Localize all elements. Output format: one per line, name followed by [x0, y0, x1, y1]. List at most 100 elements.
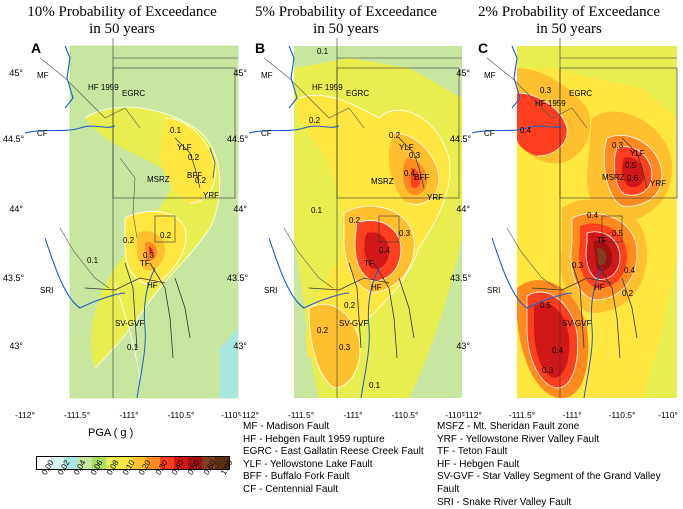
fault-label-ylf: YLF — [177, 143, 192, 152]
lon-label: -111° — [119, 410, 139, 420]
fault-label-hf1959: HF 1959 — [535, 99, 566, 108]
panel-b-title-line1: 5% Probability of Exceedance — [254, 4, 437, 20]
fault-label-ylf: YLF — [399, 143, 414, 152]
contour-label: 0.3 — [143, 251, 155, 260]
lon-label: -110° — [658, 410, 678, 420]
fault-label-sri: SRI — [40, 286, 53, 295]
lat-label: 43.5° — [3, 273, 25, 283]
contour-label: 0.4 — [379, 246, 391, 255]
legend-swatch — [50, 457, 65, 469]
contour-label: 0.3 — [572, 261, 584, 270]
panel-b-title-line2: in 50 years — [313, 21, 379, 37]
contour-label: 0.3 — [540, 86, 552, 95]
contour-label: 0.4 — [520, 126, 532, 135]
abbr-tf: TF - Teton Fault — [437, 446, 508, 458]
fault-label-egrc: EGRC — [122, 89, 145, 98]
lat-label: 43.5° — [227, 273, 249, 283]
abbreviation-list-right: MSFZ - Mt. Sheridan Fault zone YRF - Yel… — [437, 421, 683, 509]
panel-a-title: 10% Probability of Exceedance in 50 year… — [12, 4, 232, 38]
abbr-hf: HF - Hebgen Fault — [437, 458, 520, 470]
abbr-cf: CF - Centennial Fault — [243, 483, 339, 495]
legend-swatch — [64, 457, 79, 469]
fault-label-msrz: MSRZ — [371, 177, 394, 186]
hazard-map-b: MF HF 1959 EGRC CF YLF BFF MSRZ YRF TF H… — [249, 38, 467, 410]
lat-label: 44° — [456, 204, 470, 214]
abbr-msfz: MSFZ - Mt. Sheridan Fault zone — [437, 421, 580, 432]
fault-label-svgvf: SV-GVF — [115, 319, 144, 328]
contour-label: 0.6 — [627, 174, 639, 183]
contour-label: 0.2 — [309, 116, 321, 125]
abbr-yrf: YRF - Yellowstone River Valley Fault — [437, 433, 600, 445]
lon-label: -112° — [15, 410, 35, 420]
panel-c-title-line2: in 50 years — [536, 21, 602, 37]
lat-label: 45° — [456, 68, 470, 78]
panel-a-title-line2: in 50 years — [89, 21, 155, 37]
lat-label: 44° — [9, 204, 23, 214]
fault-label-cf: CF — [37, 129, 48, 138]
panel-c-title: 2% Probability of Exceedance in 50 years — [459, 4, 679, 38]
contour-label: 0.1 — [127, 343, 139, 352]
fault-label-svgvf: SV-GVF — [339, 319, 368, 328]
fault-label-tf: TF — [364, 259, 374, 268]
lat-label: 43° — [456, 341, 470, 351]
abbreviation-list-left: MF - Madison Fault HF - Hebgen Fault 195… — [243, 421, 424, 497]
contour-label: 0.3 — [542, 366, 554, 375]
lat-label: 43° — [9, 341, 23, 351]
fault-label-egrc: EGRC — [346, 89, 369, 98]
lon-label: -111.5° — [63, 410, 91, 420]
hazard-map-c: MF HF 1959 EGRC CF YLF MSRZ YRF TF HF SR… — [472, 38, 683, 410]
lon-label: -111° — [343, 410, 363, 420]
fault-label-yrf: YRF — [203, 191, 219, 200]
panel-a-title-line1: 10% Probability of Exceedance — [27, 4, 217, 20]
panel-b-title: 5% Probability of Exceedance in 50 years — [236, 4, 456, 38]
abbr-hf1959: HF - Hebgen Fault 1959 rupture — [243, 433, 385, 445]
panel-a-letter: A — [31, 40, 42, 56]
abbr-sri: SRI - Snake River Valley Fault — [437, 496, 572, 508]
abbr-ylf: YLF - Yellowstone Lake Fault — [243, 458, 373, 470]
abbr-svgvf: SV-GVF - Star Valley Segment of the Gran… — [437, 471, 661, 495]
legend-swatch — [187, 457, 202, 469]
legend-swatch — [160, 457, 175, 469]
lat-label: 44.5° — [3, 134, 25, 144]
lat-label: 44° — [233, 204, 247, 214]
map-panel-c: MF HF 1959 EGRC CF YLF MSRZ YRF TF HF SR… — [450, 38, 683, 420]
fault-label-cf: CF — [484, 129, 495, 138]
lon-label: -111.5° — [508, 410, 536, 420]
contour-label: 0.1 — [369, 381, 381, 390]
fault-label-hf: HF — [147, 281, 158, 290]
lon-label: -110.5° — [167, 410, 195, 420]
lat-label: 43° — [233, 341, 247, 351]
contour-label: 0.3 — [399, 229, 411, 238]
legend-swatch — [133, 457, 147, 469]
legend-title: PGA ( g ) — [88, 427, 134, 439]
fault-label-tf: TF — [140, 259, 150, 268]
lat-label: 45° — [9, 68, 23, 78]
abbr-mf: MF - Madison Fault — [243, 421, 330, 432]
contour-label: 0.2 — [188, 153, 200, 162]
lon-label: -111.5° — [287, 410, 315, 420]
lon-label: -110° — [221, 410, 241, 420]
legend-swatch — [105, 457, 120, 469]
abbr-egrc: EGRC - East Gallatin Reese Creek Fault — [243, 446, 424, 458]
contour-label: 0.4 — [404, 169, 416, 178]
lon-label: -110° — [445, 410, 465, 420]
legend-swatch — [174, 457, 188, 469]
legend-color-bar — [36, 456, 230, 470]
fault-label-cf: CF — [261, 129, 272, 138]
fault-label-yrf: YRF — [427, 193, 443, 202]
contour-label: 0.4 — [587, 211, 599, 220]
fault-label-mf: MF — [37, 71, 49, 80]
fault-label-yrf: YRF — [650, 179, 666, 188]
fault-label-sri: SRI — [264, 286, 277, 295]
contour-label: 0.2 — [349, 216, 361, 225]
fault-label-hf1959: HF 1959 — [88, 83, 119, 92]
legend-swatch — [215, 457, 230, 469]
map-panel-b: MF HF 1959 EGRC CF YLF BFF MSRZ YRF TF H… — [227, 38, 467, 420]
lon-label: -110.5° — [391, 410, 419, 420]
fault-label-tf: TF — [597, 236, 607, 245]
legend-swatch — [91, 457, 106, 469]
lat-label: 43.5° — [450, 273, 472, 283]
hazard-map-a: MF HF 1959 EGRC CF YLF BFF MSRZ YRF TF H… — [25, 38, 243, 410]
lon-label: -112° — [239, 410, 259, 420]
abbr-bff: BFF - Buffalo Fork Fault — [243, 471, 350, 483]
